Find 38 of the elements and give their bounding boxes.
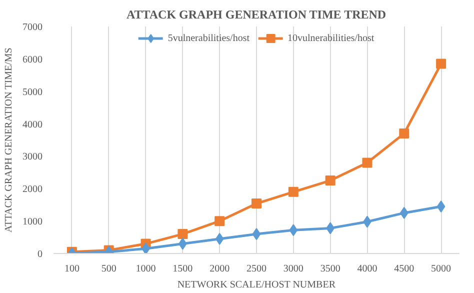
point xyxy=(362,158,372,168)
y-tick-label: 5000 xyxy=(22,86,42,98)
x-tick-label: 2000 xyxy=(210,264,230,274)
x-tick-label: 5000 xyxy=(431,264,452,274)
x-tick-label: 4500 xyxy=(394,264,414,274)
x-tick-label: 3000 xyxy=(283,264,304,274)
y-tick-label: 2000 xyxy=(22,184,42,196)
y-tick-label: 0 xyxy=(38,249,42,260)
y-tick-label: 4000 xyxy=(22,119,42,130)
point xyxy=(252,228,261,240)
point xyxy=(178,229,188,240)
point xyxy=(215,232,224,245)
x-tick-label: 100 xyxy=(64,264,80,274)
point xyxy=(436,200,446,212)
y-axis-title: ATTACK GRAPH GENERATION TIME/MS xyxy=(4,48,14,233)
x-tick-label: 1500 xyxy=(172,264,193,274)
point xyxy=(142,242,150,254)
point xyxy=(289,224,298,236)
point xyxy=(436,58,446,69)
x-tick-label: 2500 xyxy=(246,264,266,274)
point xyxy=(325,176,336,186)
point xyxy=(214,216,225,226)
legend-label: 10vulnerabilities/host xyxy=(288,32,374,44)
y-tick-label: 3000 xyxy=(22,152,42,163)
y-tick-label: 6000 xyxy=(22,54,42,66)
y-tick-label: 7000 xyxy=(22,22,42,33)
chart-title: ATTACK GRAPH GENERATION TIME TREND xyxy=(126,8,386,22)
x-tick-label: 3500 xyxy=(320,264,340,274)
x-tick-label: 500 xyxy=(101,264,116,274)
point xyxy=(252,198,262,209)
x-tick-label: 4000 xyxy=(357,264,378,274)
point xyxy=(400,206,408,219)
legend-label: 5vulnerabilities/host xyxy=(168,32,250,44)
x-axis-title: NETWORK SCALE/HOST NUMBER xyxy=(177,280,336,290)
y-tick-label: 1000 xyxy=(22,216,42,228)
point xyxy=(399,128,410,139)
point xyxy=(288,186,298,197)
x-tick-label: 1000 xyxy=(136,264,156,274)
